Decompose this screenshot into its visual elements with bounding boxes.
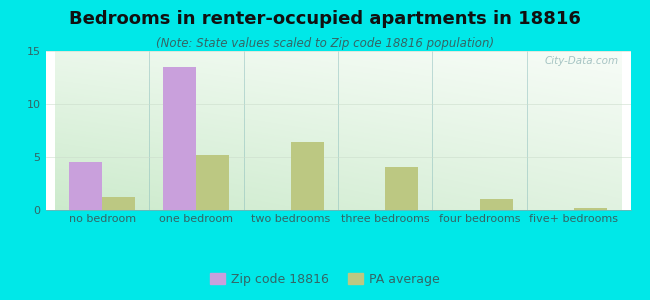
Text: (Note: State values scaled to Zip code 18816 population): (Note: State values scaled to Zip code 1… bbox=[156, 38, 494, 50]
Bar bbox=[385, 167, 418, 210]
Bar bbox=[196, 155, 229, 210]
Legend: Zip code 18816, PA average: Zip code 18816, PA average bbox=[205, 268, 445, 291]
Text: City-Data.com: City-Data.com bbox=[545, 56, 619, 66]
Text: Bedrooms in renter-occupied apartments in 18816: Bedrooms in renter-occupied apartments i… bbox=[69, 11, 581, 28]
Bar bbox=[480, 200, 513, 210]
Bar bbox=[163, 67, 196, 210]
Bar bbox=[574, 208, 607, 210]
Bar bbox=[291, 142, 324, 210]
Bar bbox=[102, 197, 135, 210]
Bar bbox=[69, 162, 102, 210]
